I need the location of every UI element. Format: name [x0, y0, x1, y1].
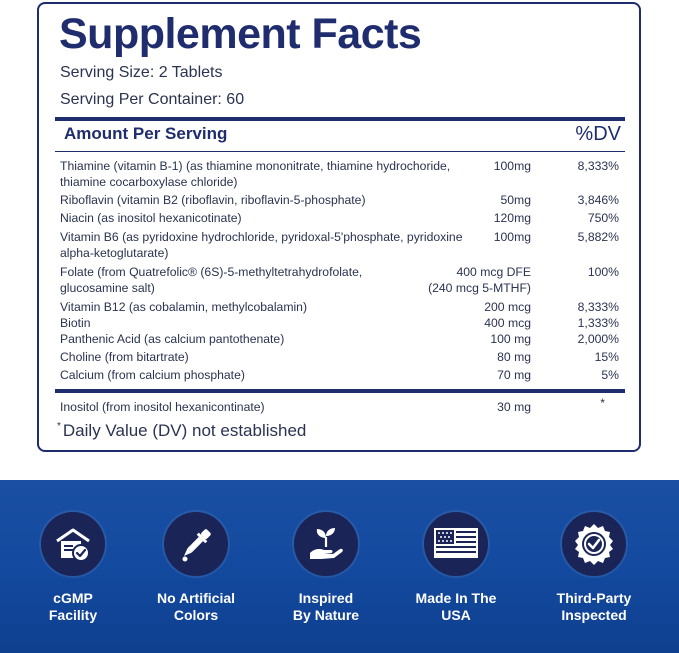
- badge-label: Made In The USA: [401, 590, 511, 624]
- nutrient-amount: 50mg: [500, 193, 532, 207]
- subheader-rule: [55, 151, 625, 152]
- badge-band: cGMP Facility No Artificial Colors: [0, 480, 679, 653]
- nutrient-name: Panthenic Acid (as calcium pantothenate): [60, 332, 285, 346]
- plant-in-hand-icon: [294, 512, 358, 576]
- nutrient-amount: 400 mcg DFE (240 mcg 5-MTHF): [428, 265, 531, 296]
- nutrient-name: Riboflavin (vitamin B2 (riboflavin, ribo…: [60, 193, 366, 207]
- nutrient-amount: 70 mg: [497, 368, 531, 382]
- badge-label: No Artificial Colors: [141, 590, 251, 624]
- daily-value-header: %DV: [575, 123, 621, 145]
- nutrient-amount: 80 mg: [497, 350, 531, 364]
- badge-label-line2: Colors: [173, 607, 219, 623]
- badge-label: Inspired By Nature: [271, 590, 381, 624]
- nutrient-name: Niacin (as inositol hexanicotinate): [60, 211, 242, 225]
- nutrient-amount-line1: 400 mcg DFE: [456, 265, 531, 279]
- nutrient-dv: 750%: [587, 211, 619, 225]
- nutrient-name: Folate (from Quatrefolic® (6S)-5-methylt…: [60, 265, 363, 295]
- nutrient-amount: 100mg: [493, 230, 531, 244]
- nutrient-dv: 5,882%: [577, 230, 619, 244]
- nutrient-name: Vitamin B12 (as cobalamin, methylcobalam…: [60, 300, 308, 314]
- nutrient-row: Choline (from bitartrate) 80 mg 15%: [60, 350, 625, 368]
- footnote-text: Daily Value (DV) not established: [62, 421, 307, 440]
- facility-check-icon: [41, 512, 105, 576]
- nutrient-dv: 5%: [601, 368, 619, 382]
- badge-label-line1: Made In The: [415, 590, 497, 606]
- badge-inspired-by-nature: Inspired By Nature: [271, 512, 381, 624]
- nutrient-row: Biotin 400 mcg 1,333%: [60, 316, 625, 332]
- nutrient-row: Niacin (as inositol hexanicotinate) 120m…: [60, 211, 625, 230]
- nutrient-row: Vitamin B12 (as cobalamin, methylcobalam…: [60, 300, 625, 316]
- nutrient-dv: *: [600, 396, 605, 410]
- supplement-facts-panel: Supplement Facts Serving Size: 2 Tablets…: [37, 2, 641, 452]
- nutrient-amount: 400 mcg: [484, 316, 531, 330]
- nutrient-name: Inositol (from inositol hexanicontinate): [60, 400, 265, 414]
- badge-label: Third-Party Inspected: [539, 590, 649, 624]
- daily-value-footnote: * Daily Value (DV) not established: [57, 421, 306, 441]
- badge-third-party-inspected: Third-Party Inspected: [539, 512, 649, 624]
- dropper-icon: [164, 512, 228, 576]
- nutrient-dv: 8,333%: [577, 300, 619, 314]
- nutrient-row: Calcium (from calcium phosphate) 70 mg 5…: [60, 368, 625, 386]
- badge-label-line1: Inspired: [298, 590, 354, 606]
- nutrient-amount: 100mg: [493, 159, 531, 173]
- nutrient-name: Thiamine (vitamin B-1) (as thiamine mono…: [60, 159, 451, 189]
- nutrient-name: Calcium (from calcium phosphate): [60, 368, 245, 382]
- nutrient-dv: 1,333%: [577, 316, 619, 330]
- badge-label-line2: Inspected: [561, 607, 627, 623]
- badge-label-line2: USA: [441, 607, 471, 623]
- badge-label-line2: Facility: [48, 607, 98, 623]
- usa-flag-icon: [424, 512, 488, 576]
- nutrient-row: Thiamine (vitamin B-1) (as thiamine mono…: [60, 159, 625, 193]
- other-ingredients-table: Inositol (from inositol hexanicontinate)…: [60, 396, 625, 416]
- nutrient-row: Folate (from Quatrefolic® (6S)-5-methylt…: [60, 265, 625, 300]
- badge-cgmp: cGMP Facility: [18, 512, 128, 624]
- other-ingredients-rule: [55, 389, 625, 393]
- nutrient-dv: 3,846%: [577, 193, 619, 207]
- nutrient-row: Vitamin B6 (as pyridoxine hydrochloride,…: [60, 230, 625, 265]
- footnote-mark: *: [57, 421, 61, 432]
- facts-title: Supplement Facts: [59, 10, 422, 58]
- serving-size: Serving Size: 2 Tablets: [60, 64, 223, 81]
- nutrient-dv: 15%: [594, 350, 619, 364]
- badge-label-line1: cGMP: [53, 590, 93, 606]
- certified-seal-icon: [562, 512, 626, 576]
- nutrient-amount: 120mg: [493, 211, 531, 225]
- nutrient-name: Vitamin B6 (as pyridoxine hydrochloride,…: [60, 230, 463, 260]
- nutrient-name: Choline (from bitartrate): [60, 350, 189, 364]
- badge-label-line1: Third-Party: [556, 590, 632, 606]
- header-rule: [55, 117, 625, 121]
- badge-label-line2: By Nature: [292, 607, 360, 623]
- nutrient-table: Thiamine (vitamin B-1) (as thiamine mono…: [60, 159, 625, 386]
- amount-per-serving-header: Amount Per Serving: [64, 124, 228, 143]
- nutrient-amount: 30 mg: [497, 400, 531, 414]
- nutrient-amount: 200 mcg: [484, 300, 531, 314]
- nutrient-dv: 2,000%: [577, 332, 619, 346]
- nutrient-amount-line2: (240 mcg 5-MTHF): [428, 280, 531, 295]
- nutrient-dv: 8,333%: [577, 159, 619, 173]
- badge-label: cGMP Facility: [18, 590, 128, 624]
- nutrient-row: Riboflavin (vitamin B2 (riboflavin, ribo…: [60, 193, 625, 211]
- servings-per-container: Serving Per Container: 60: [60, 91, 245, 108]
- nutrient-row: Panthenic Acid (as calcium pantothenate)…: [60, 332, 625, 350]
- nutrient-amount: 100 mg: [490, 332, 531, 346]
- badge-no-artificial-colors: No Artificial Colors: [141, 512, 251, 624]
- nutrient-row: Inositol (from inositol hexanicontinate)…: [60, 396, 625, 416]
- badge-made-in-usa: Made In The USA: [401, 512, 511, 624]
- nutrient-name: Biotin: [60, 316, 91, 330]
- badge-label-line1: No Artificial: [156, 590, 236, 606]
- nutrient-dv: 100%: [587, 265, 619, 279]
